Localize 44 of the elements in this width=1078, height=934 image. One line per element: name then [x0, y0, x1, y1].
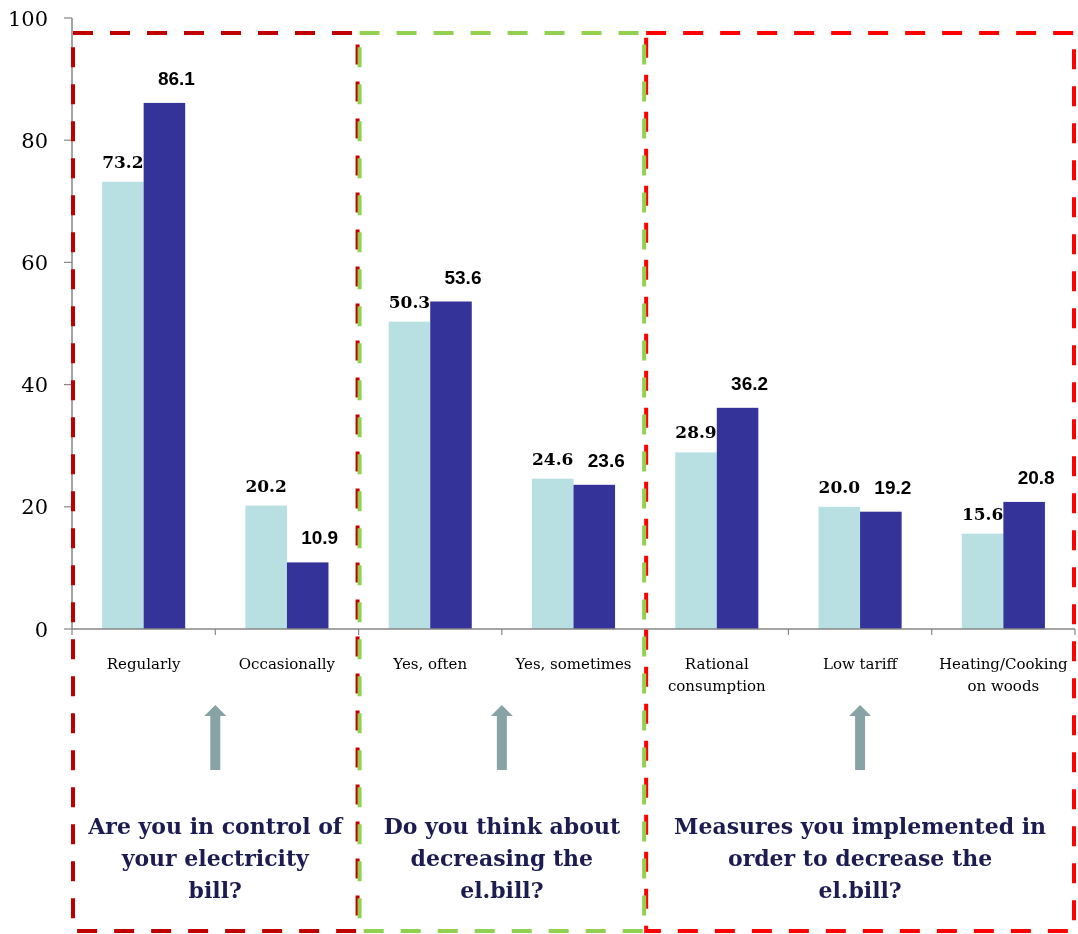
x-tick-label: Heating/Cooking on woods [938, 655, 1069, 695]
bar [1003, 501, 1045, 629]
data-label: 50.3 [388, 291, 431, 312]
y-tick-label: 20 [21, 495, 48, 520]
data-label: 23.6 [587, 449, 625, 471]
y-tick-label: 100 [7, 6, 48, 31]
x-tick-label: Regularly [106, 655, 181, 673]
y-tick-label: 80 [21, 128, 48, 153]
data-label: 20.2 [245, 475, 287, 496]
bar [388, 321, 431, 629]
x-tick-label: Yes, often [392, 655, 468, 673]
data-label: 19.2 [874, 476, 912, 498]
text: Measures you implemented in order to decrease the el.bill? [674, 813, 1047, 903]
x-tick-label: Occasionally [238, 655, 336, 673]
text: Do you think about decreasing the el.bill? [383, 813, 621, 903]
x-tick-label: Low tariff [822, 655, 899, 673]
data-label: 24.6 [532, 448, 574, 469]
data-label: 15.6 [961, 503, 1004, 524]
data-label: 53.6 [444, 266, 482, 288]
x-tick-label: Yes, sometimes [514, 655, 632, 673]
bar [102, 181, 144, 629]
bar [430, 301, 472, 629]
y-tick-label: 60 [21, 250, 48, 275]
bar [675, 452, 717, 629]
bar [573, 484, 616, 629]
data-label: 73.2 [102, 151, 144, 172]
bar [286, 562, 329, 629]
data-label: 86.1 [157, 67, 196, 89]
bar [818, 506, 861, 629]
text: Are you in control of your electricity bill? [87, 813, 344, 903]
data-label: 28.9 [675, 422, 717, 443]
data-label: 36.2 [731, 372, 769, 394]
bar [716, 407, 759, 629]
bar [860, 511, 902, 629]
data-label: 10.9 [301, 527, 339, 549]
data-label: 20.8 [1017, 466, 1055, 488]
y-tick-label: 40 [21, 373, 48, 398]
data-label: 20.0 [818, 476, 861, 497]
y-tick-label: 0 [34, 617, 48, 642]
x-tick-label: Rational consumption [667, 655, 767, 695]
bar [961, 533, 1004, 629]
bar [143, 102, 186, 629]
bar [245, 505, 287, 629]
bar [531, 478, 574, 629]
